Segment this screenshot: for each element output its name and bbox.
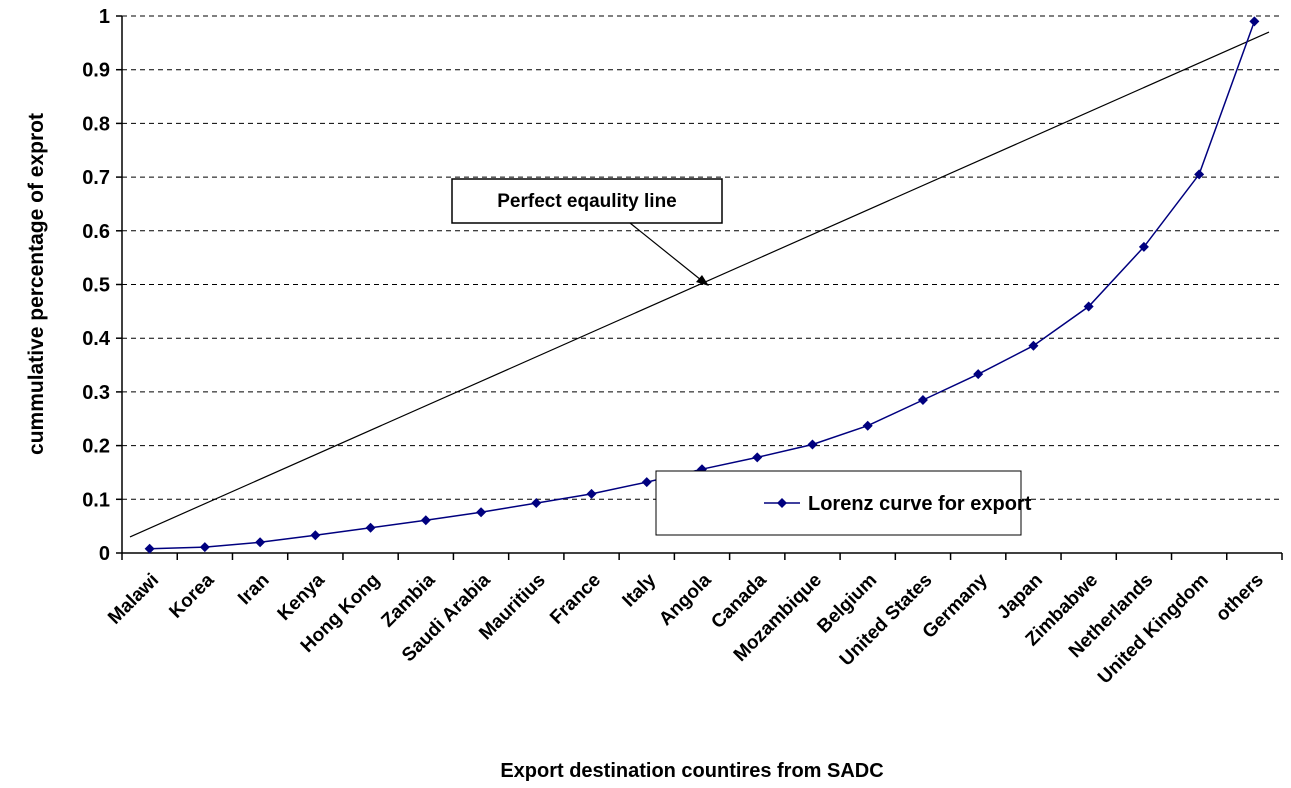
y-tick-label: 0.2 xyxy=(82,436,110,458)
lorenz-point xyxy=(531,498,542,509)
y-tick-label: 0.5 xyxy=(82,275,110,297)
lorenz-point xyxy=(862,420,873,431)
y-tick-label: 0.8 xyxy=(82,113,110,135)
x-tick-label: Kenya xyxy=(274,569,329,624)
y-tick-label: 0.9 xyxy=(82,60,110,82)
lorenz-point xyxy=(365,522,376,533)
annotation-text: Perfect eqaulity line xyxy=(497,191,677,212)
x-tick-label: Italy xyxy=(619,569,661,611)
annotation-arrow xyxy=(629,222,709,286)
x-tick-label: others xyxy=(1212,570,1268,626)
perfect-equality-line xyxy=(129,31,1270,538)
lorenz-point xyxy=(1249,16,1260,27)
lorenz-point xyxy=(807,439,818,450)
lorenz-point xyxy=(586,488,597,499)
y-tick-label: 0.6 xyxy=(82,221,110,243)
annotation-box: Perfect eqaulity line xyxy=(451,178,723,224)
lorenz-point xyxy=(199,542,210,553)
y-axis-ticks: 0 0.1 0.2 0.3 0.4 0.5 0.6 0.7 0.8 0.9 1 xyxy=(82,6,122,565)
y-tick-label: 0.4 xyxy=(82,328,111,350)
lorenz-point xyxy=(310,530,321,541)
lorenz-point xyxy=(420,515,431,526)
lorenz-point xyxy=(641,477,652,488)
x-tick-label: France xyxy=(546,570,605,629)
y-axis-title: cummulative percentage of exprot xyxy=(25,113,48,455)
legend-label: Lorenz curve for export xyxy=(808,493,1032,515)
lorenz-point xyxy=(917,394,928,405)
legend: Lorenz curve for export xyxy=(655,470,1032,536)
y-tick-label: 0.3 xyxy=(82,382,110,404)
lorenz-point xyxy=(476,507,487,518)
legend-marker xyxy=(777,498,787,508)
y-tick-label: 0 xyxy=(99,543,110,565)
lorenz-point xyxy=(1194,169,1205,180)
lorenz-point xyxy=(1083,301,1094,312)
lorenz-point xyxy=(1028,340,1039,351)
x-tick-label: Japan xyxy=(993,570,1047,624)
x-tick-label: Korea xyxy=(165,569,218,622)
x-tick-label: Malawi xyxy=(104,570,163,629)
lorenz-point xyxy=(144,543,155,554)
gridlines xyxy=(122,15,1282,500)
y-tick-label: 1 xyxy=(99,6,110,28)
lorenz-point xyxy=(255,537,266,548)
lorenz-point xyxy=(973,369,984,380)
y-tick-label: 0.1 xyxy=(82,489,110,511)
x-axis-title: Export destination countires from SADC xyxy=(500,760,883,782)
lorenz-curve-markers xyxy=(144,16,1260,554)
x-tick-label: Iran xyxy=(234,570,273,609)
y-tick-label: 0.7 xyxy=(82,167,110,189)
x-tick-label: Angola xyxy=(655,569,716,630)
lorenz-point xyxy=(1138,241,1149,252)
lorenz-point xyxy=(752,452,763,463)
